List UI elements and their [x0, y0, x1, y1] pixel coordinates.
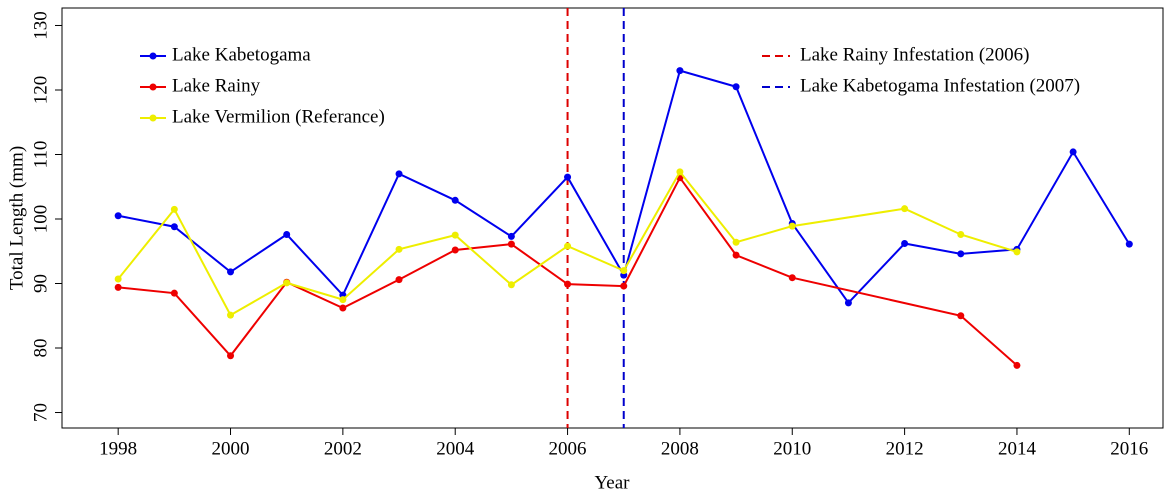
legend-marker	[149, 52, 157, 60]
y-tick-label: 80	[30, 339, 51, 358]
legend-label: Lake Vermilion (Referance)	[172, 106, 385, 127]
point	[732, 251, 740, 259]
point	[957, 312, 965, 320]
x-tick-label: 2012	[886, 438, 924, 459]
point	[620, 267, 628, 275]
point	[170, 205, 178, 213]
y-tick-label: 130	[30, 11, 51, 40]
point	[901, 240, 909, 248]
x-tick-label: 2000	[212, 438, 250, 459]
y-tick-label: 120	[30, 76, 51, 105]
point	[901, 205, 909, 213]
y-tick-label: 100	[30, 205, 51, 234]
point	[957, 230, 965, 238]
point	[1013, 361, 1021, 369]
y-tick-label: 70	[30, 403, 51, 422]
point	[1013, 248, 1021, 256]
legend-marker	[149, 83, 157, 91]
y-tick-label: 90	[30, 274, 51, 293]
point	[395, 276, 403, 284]
x-tick-label: 2016	[1110, 438, 1148, 459]
point	[395, 245, 403, 253]
point	[283, 279, 291, 287]
point	[283, 230, 291, 238]
x-tick-label: 2008	[661, 438, 699, 459]
x-axis-label: Year	[594, 472, 630, 493]
legend-marker	[149, 114, 157, 122]
legend-label: Lake Rainy	[172, 75, 261, 96]
y-axis-label: Total Length (mm)	[6, 146, 27, 290]
point	[227, 311, 235, 319]
point	[732, 83, 740, 91]
point	[227, 268, 235, 276]
plot-box	[61, 7, 1164, 429]
point	[170, 223, 178, 231]
point	[451, 196, 459, 204]
point	[451, 246, 459, 254]
x-tick-label: 2010	[773, 438, 811, 459]
point	[1125, 240, 1133, 248]
point	[114, 275, 122, 283]
point	[339, 304, 347, 312]
point	[564, 173, 572, 181]
x-tick-label: 2014	[998, 438, 1037, 459]
point	[564, 280, 572, 288]
x-tick-label: 2002	[324, 438, 362, 459]
point	[114, 212, 122, 220]
point	[507, 281, 515, 289]
legend-label: Lake Kabetogama	[172, 44, 311, 65]
point	[676, 168, 684, 176]
point	[507, 240, 515, 248]
point	[620, 282, 628, 290]
point	[114, 283, 122, 291]
x-tick-label: 2006	[549, 438, 587, 459]
series-line	[117, 170, 1018, 317]
legend-label: Lake Rainy Infestation (2006)	[800, 44, 1030, 65]
point	[732, 238, 740, 246]
x-tick-label: 1998	[99, 438, 137, 459]
point	[1069, 148, 1077, 156]
legend-label: Lake Kabetogama Infestation (2007)	[800, 75, 1080, 96]
point	[339, 296, 347, 304]
point	[676, 67, 684, 75]
point	[451, 231, 459, 239]
point	[227, 352, 235, 360]
point	[507, 232, 515, 240]
point	[788, 222, 796, 230]
point	[788, 274, 796, 282]
point	[844, 299, 852, 307]
point	[957, 250, 965, 258]
point	[395, 170, 403, 178]
y-tick-label: 110	[30, 141, 51, 169]
point	[564, 242, 572, 250]
x-tick-label: 2004	[436, 438, 475, 459]
point	[170, 289, 178, 297]
